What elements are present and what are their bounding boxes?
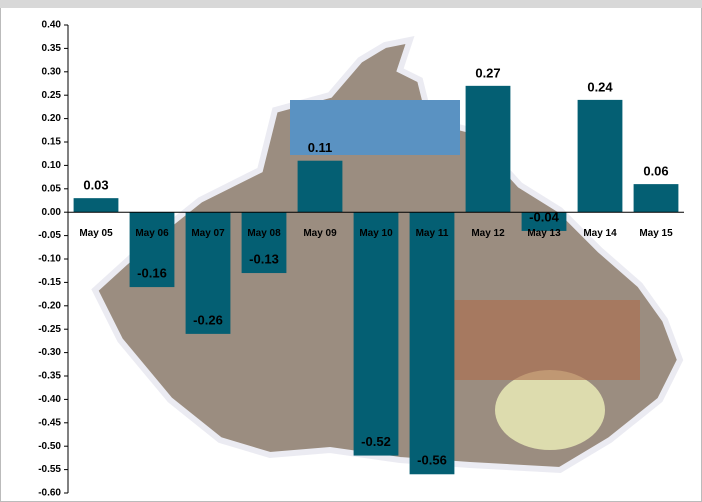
bar — [73, 198, 119, 213]
y-tick-label: 0.15 — [42, 137, 62, 148]
bar — [465, 85, 511, 213]
bar — [297, 160, 343, 213]
y-tick-label: -0.35 — [38, 371, 61, 382]
x-tick-label: May 11 — [416, 228, 449, 239]
y-tick-label: -0.50 — [38, 441, 61, 452]
y-tick-label: -0.05 — [38, 230, 61, 241]
collage-bottles — [290, 100, 460, 155]
value-label: -0.13 — [249, 251, 279, 266]
bar — [241, 212, 287, 274]
y-tick-label: -0.40 — [38, 394, 61, 405]
top-bar — [0, 0, 702, 8]
x-tick-label: May 07 — [191, 228, 225, 239]
y-tick-label: 0.25 — [42, 90, 62, 101]
bar — [353, 212, 399, 456]
x-tick-label: May 14 — [583, 228, 617, 239]
y-tick-label: 0.20 — [42, 113, 62, 124]
y-tick-label: 0.10 — [42, 160, 62, 171]
y-tick-label: -0.55 — [38, 464, 61, 475]
bar — [633, 184, 679, 213]
x-tick-label: May 05 — [79, 228, 113, 239]
y-tick-label: -0.20 — [38, 300, 61, 311]
y-tick-label: 0.05 — [42, 183, 62, 194]
value-label: -0.16 — [137, 266, 167, 281]
x-tick-label: May 10 — [359, 228, 393, 239]
bar — [577, 99, 623, 213]
x-tick-label: May 09 — [303, 228, 337, 239]
value-label: -0.04 — [529, 209, 559, 224]
x-tick-label: May 06 — [135, 228, 169, 239]
y-tick-label: -0.60 — [38, 488, 61, 499]
value-label: -0.56 — [417, 453, 447, 468]
y-tick-label: -0.30 — [38, 347, 61, 358]
y-tick-label: -0.10 — [38, 254, 61, 265]
bar — [129, 212, 175, 288]
x-tick-label: May 08 — [247, 228, 281, 239]
x-tick-label: May 12 — [471, 228, 505, 239]
value-label: 0.03 — [83, 178, 108, 193]
y-tick-label: -0.45 — [38, 417, 61, 428]
bar — [521, 212, 567, 231]
x-tick-label: May 13 — [527, 228, 561, 239]
y-tick-label: -0.25 — [38, 324, 61, 335]
value-label: 0.27 — [475, 65, 500, 80]
y-tick-label: 0.40 — [42, 20, 62, 31]
y-tick-label: -0.15 — [38, 277, 61, 288]
bar — [409, 212, 455, 475]
y-tick-label: 0.00 — [42, 207, 62, 218]
value-label: -0.26 — [193, 312, 223, 327]
value-label: -0.52 — [361, 434, 391, 449]
bar — [185, 212, 231, 334]
value-label: 0.11 — [308, 140, 333, 155]
collage-fruits — [440, 300, 640, 380]
y-tick-label: 0.35 — [42, 43, 62, 54]
value-label: 0.06 — [643, 164, 668, 179]
y-tick-label: 0.30 — [42, 66, 62, 77]
value-label: 0.24 — [587, 79, 613, 94]
collage-apple — [495, 370, 605, 450]
x-tick-label: May 15 — [639, 228, 673, 239]
